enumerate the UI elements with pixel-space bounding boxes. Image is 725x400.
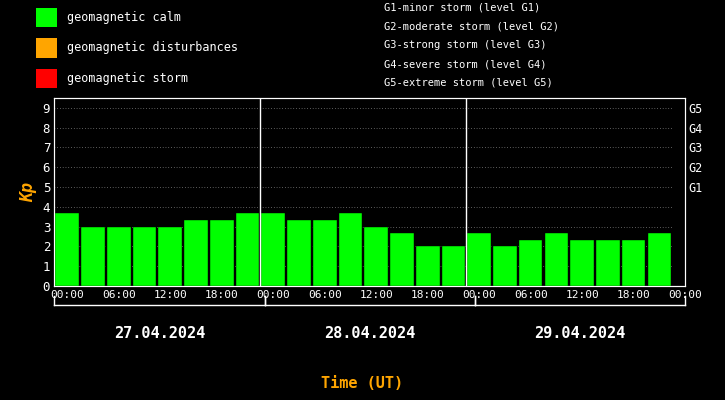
Bar: [622, 240, 645, 286]
Bar: [493, 246, 517, 286]
Y-axis label: Kp: Kp: [19, 182, 37, 202]
Text: G1-minor storm (level G1): G1-minor storm (level G1): [384, 3, 541, 13]
Bar: [133, 227, 157, 286]
Bar: [339, 213, 362, 286]
Bar: [596, 240, 620, 286]
Bar: [287, 220, 311, 286]
Text: 28.04.2024: 28.04.2024: [324, 326, 415, 340]
Text: 29.04.2024: 29.04.2024: [534, 326, 626, 340]
Text: 27.04.2024: 27.04.2024: [114, 326, 205, 340]
Bar: [36, 38, 57, 58]
Bar: [571, 240, 594, 286]
Text: G5-extreme storm (level G5): G5-extreme storm (level G5): [384, 78, 553, 88]
Bar: [107, 227, 130, 286]
Bar: [55, 213, 79, 286]
Bar: [416, 246, 439, 286]
Bar: [36, 69, 57, 88]
Text: geomagnetic storm: geomagnetic storm: [67, 72, 188, 85]
Bar: [262, 213, 285, 286]
Bar: [236, 213, 260, 286]
Bar: [81, 227, 105, 286]
Text: geomagnetic disturbances: geomagnetic disturbances: [67, 42, 239, 54]
Text: G4-severe storm (level G4): G4-severe storm (level G4): [384, 59, 547, 69]
Text: G2-moderate storm (level G2): G2-moderate storm (level G2): [384, 22, 559, 32]
Bar: [544, 233, 568, 286]
Bar: [313, 220, 336, 286]
Bar: [390, 233, 414, 286]
Bar: [442, 246, 465, 286]
Text: geomagnetic calm: geomagnetic calm: [67, 11, 181, 24]
Bar: [36, 8, 57, 27]
Bar: [365, 227, 388, 286]
Bar: [184, 220, 208, 286]
Bar: [519, 240, 542, 286]
Bar: [468, 233, 491, 286]
Bar: [210, 220, 233, 286]
Text: G3-strong storm (level G3): G3-strong storm (level G3): [384, 40, 547, 50]
Text: Time (UT): Time (UT): [321, 376, 404, 391]
Bar: [647, 233, 671, 286]
Bar: [158, 227, 182, 286]
